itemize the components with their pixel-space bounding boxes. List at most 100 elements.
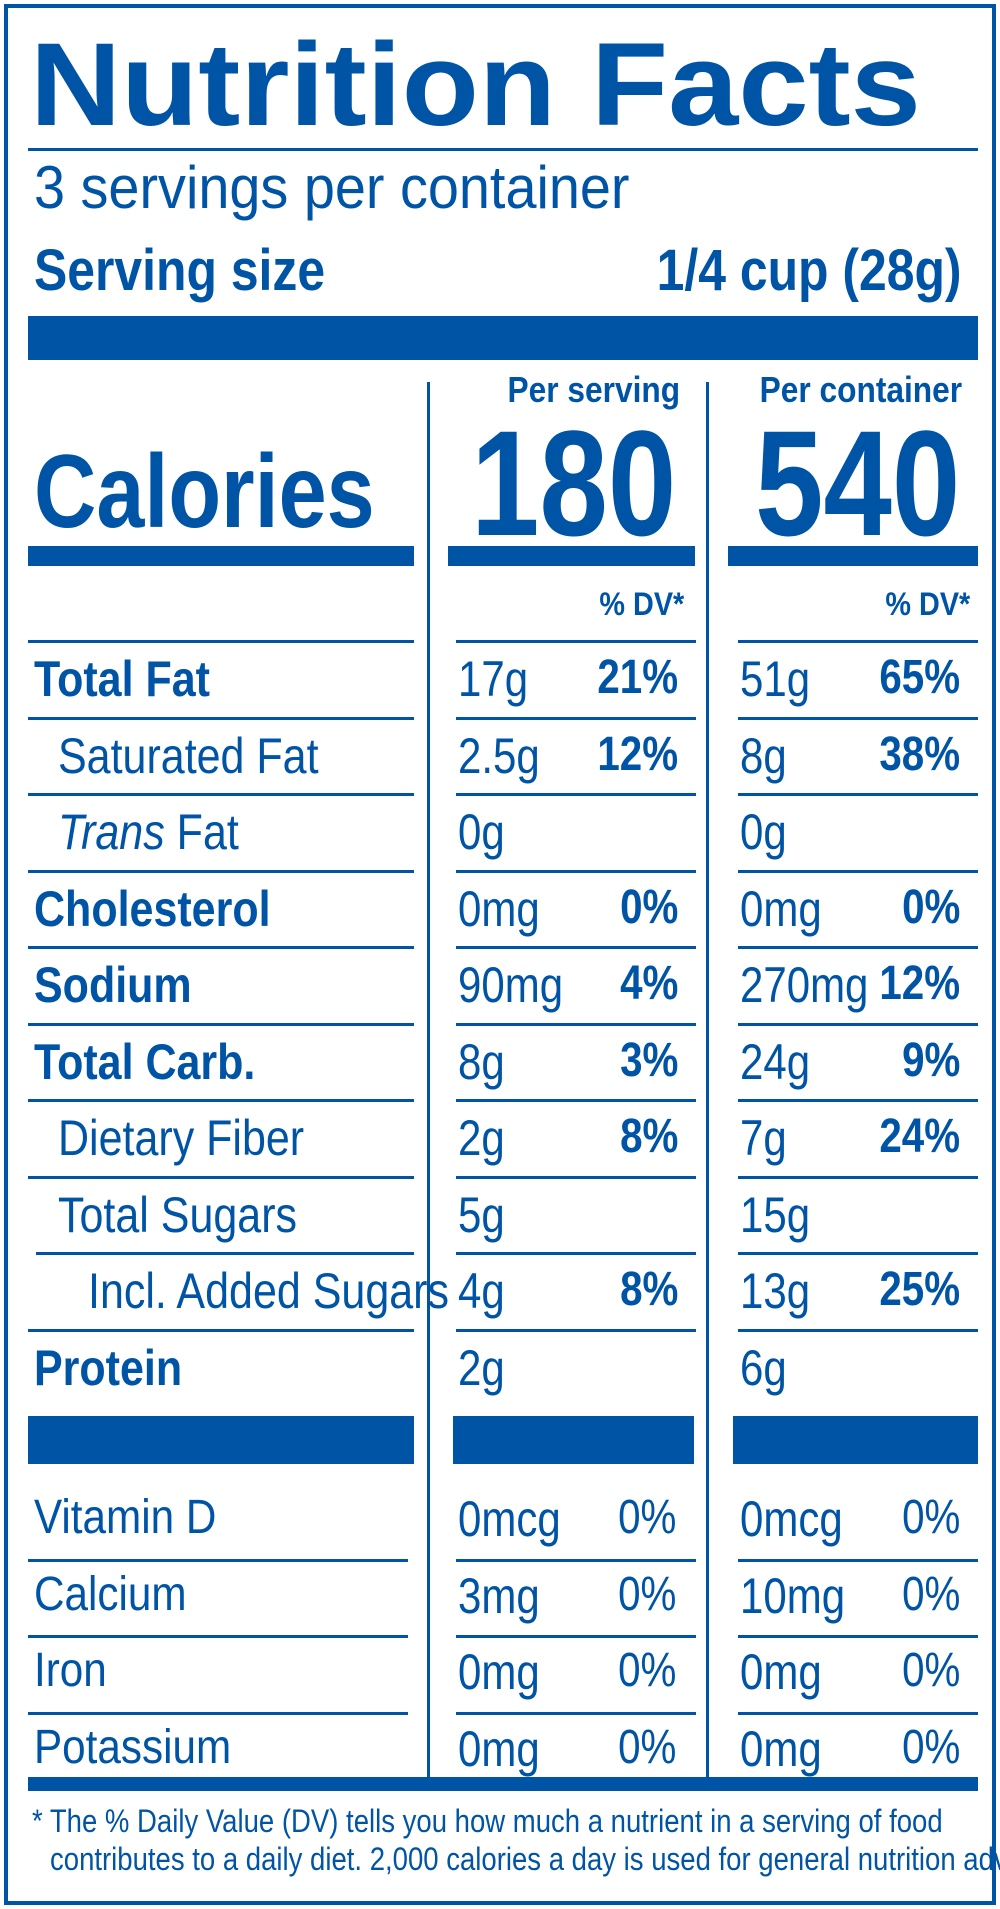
calories-per-container: 540	[754, 399, 960, 567]
vitamin-name: Iron	[34, 1644, 107, 1697]
nutrient-name-text: Saturated Fat	[58, 727, 319, 784]
vitamins-bar-name	[28, 1416, 414, 1464]
per-container-header: Per container	[759, 369, 962, 410]
nutrient-name: Cholesterol	[34, 884, 309, 934]
vitamin-container-dv: 0%	[901, 1720, 960, 1774]
container-amount: 6g	[740, 1339, 787, 1396]
container-dv: 24%	[879, 1110, 960, 1163]
nutrient-name-text: Incl. Added Sugars	[88, 1263, 449, 1319]
row-rule	[738, 716, 978, 720]
container-dv: 25%	[879, 1263, 960, 1316]
serving-size-label: Serving size	[34, 238, 326, 303]
serving-amount: 4g	[458, 1263, 505, 1319]
vitamin-rule	[738, 1711, 978, 1715]
nutrient-name-text: Dietary Fiber	[58, 1110, 305, 1166]
vitamin-rule	[456, 1711, 696, 1715]
calories-per-serving: 180	[470, 399, 676, 567]
vitamin-rule	[738, 1635, 978, 1638]
row-rule	[456, 793, 696, 796]
serving-amount: 2.5g	[458, 727, 540, 784]
row-rule	[738, 869, 978, 873]
row-rule	[738, 1252, 978, 1255]
vitamin-container-amount: 10mg	[740, 1567, 846, 1624]
container-dv: 38%	[879, 727, 960, 781]
serving-amount: 8g	[458, 1033, 505, 1090]
container-amount: 0g	[740, 804, 787, 860]
footnote-line-2: contributes to a daily diet. 2,000 calor…	[50, 1841, 1000, 1877]
servings-per-container: 3 servings per container	[34, 154, 630, 221]
serving-amount: 17g	[458, 651, 529, 707]
vitamins-bar-serving	[453, 1416, 694, 1464]
serving-amount: 2g	[458, 1110, 505, 1166]
serving-dv: 3%	[619, 1033, 678, 1087]
row-rule	[738, 946, 978, 949]
vitamin-serving-amount: 0mg	[458, 1644, 540, 1700]
row-rule	[28, 1175, 414, 1179]
per-serving-header: Per serving	[507, 369, 680, 410]
serving-dv: 8%	[619, 1110, 678, 1163]
container-dv: 12%	[879, 957, 960, 1010]
vitamin-rule	[456, 1635, 696, 1638]
nutrition-facts-label: Nutrition Facts 3 servings per container…	[4, 4, 1000, 1905]
vitamin-serving-dv: 0%	[617, 1644, 676, 1697]
serving-amount: 5g	[458, 1186, 505, 1243]
row-rule	[456, 869, 696, 873]
vitamin-container-amount: 0mcg	[740, 1491, 843, 1547]
vitamin-container-dv: 0%	[901, 1567, 960, 1621]
row-rule	[28, 793, 414, 796]
row-rule	[738, 793, 978, 796]
serving-amount: 0g	[458, 804, 505, 860]
vitamin-container-dv: 0%	[901, 1644, 960, 1697]
nutrient-name-text: Cholesterol	[34, 880, 271, 937]
row-rule	[456, 1022, 696, 1026]
nutrient-name-text: Total Fat	[34, 651, 210, 707]
row-rule	[28, 1099, 414, 1102]
column-divider-left	[427, 382, 430, 1777]
vitamin-rule	[738, 1558, 978, 1562]
vitamin-serving-dv: 0%	[617, 1567, 676, 1621]
nutrient-name: Protein	[34, 1343, 206, 1393]
vitamin-name: Vitamin D	[34, 1491, 217, 1544]
footnote-line-1: * The % Daily Value (DV) tells you how m…	[32, 1803, 943, 1839]
row-rule	[28, 716, 414, 720]
row-rule	[456, 946, 696, 949]
row-rule	[28, 640, 414, 643]
row-rule	[456, 716, 696, 720]
nutrient-name: Total Carb.	[34, 1037, 291, 1087]
title-rule	[28, 148, 978, 151]
calories-label: Calories	[34, 434, 375, 550]
row-rule	[738, 1099, 978, 1102]
calories-bar-name	[28, 546, 414, 566]
container-dv: 9%	[901, 1033, 960, 1087]
column-divider-right	[706, 382, 709, 1777]
row-rule	[456, 1175, 696, 1179]
row-rule	[456, 1099, 696, 1102]
nutrient-name: Trans Fat	[58, 807, 268, 857]
nutrient-name: Incl. Added Sugars	[88, 1266, 508, 1316]
dv-header-serving: % DV*	[599, 586, 684, 622]
container-dv: 65%	[879, 651, 960, 704]
nutrient-name: Saturated Fat	[58, 731, 361, 781]
nutrient-name: Dietary Fiber	[58, 1113, 344, 1163]
vitamin-rule	[28, 1635, 408, 1638]
serving-size-value: 1/4 cup (28g)	[657, 238, 962, 303]
vitamin-serving-amount: 3mg	[458, 1567, 540, 1624]
serving-amount: 0mg	[458, 880, 540, 937]
row-rule	[28, 946, 414, 949]
serving-dv: 8%	[619, 1263, 678, 1316]
vitamin-serving-amount: 0mcg	[458, 1491, 561, 1547]
vitamin-serving-dv: 0%	[617, 1720, 676, 1774]
container-amount: 24g	[740, 1033, 811, 1090]
row-rule	[738, 1175, 978, 1179]
serving-dv: 0%	[619, 880, 678, 934]
nutrient-name-text: Total Carb.	[34, 1033, 256, 1090]
nutrient-name-italic: Trans	[58, 804, 165, 860]
vitamins-bar-container	[733, 1416, 978, 1464]
serving-dv: 12%	[597, 727, 678, 781]
vitamin-rule	[28, 1711, 408, 1715]
vitamin-serving-amount: 0mg	[458, 1720, 540, 1777]
vitamin-name: Potassium	[34, 1720, 232, 1774]
row-rule	[738, 1022, 978, 1026]
nutrient-name-text: Protein	[34, 1339, 183, 1396]
nutrient-name: Total Fat	[34, 654, 239, 704]
